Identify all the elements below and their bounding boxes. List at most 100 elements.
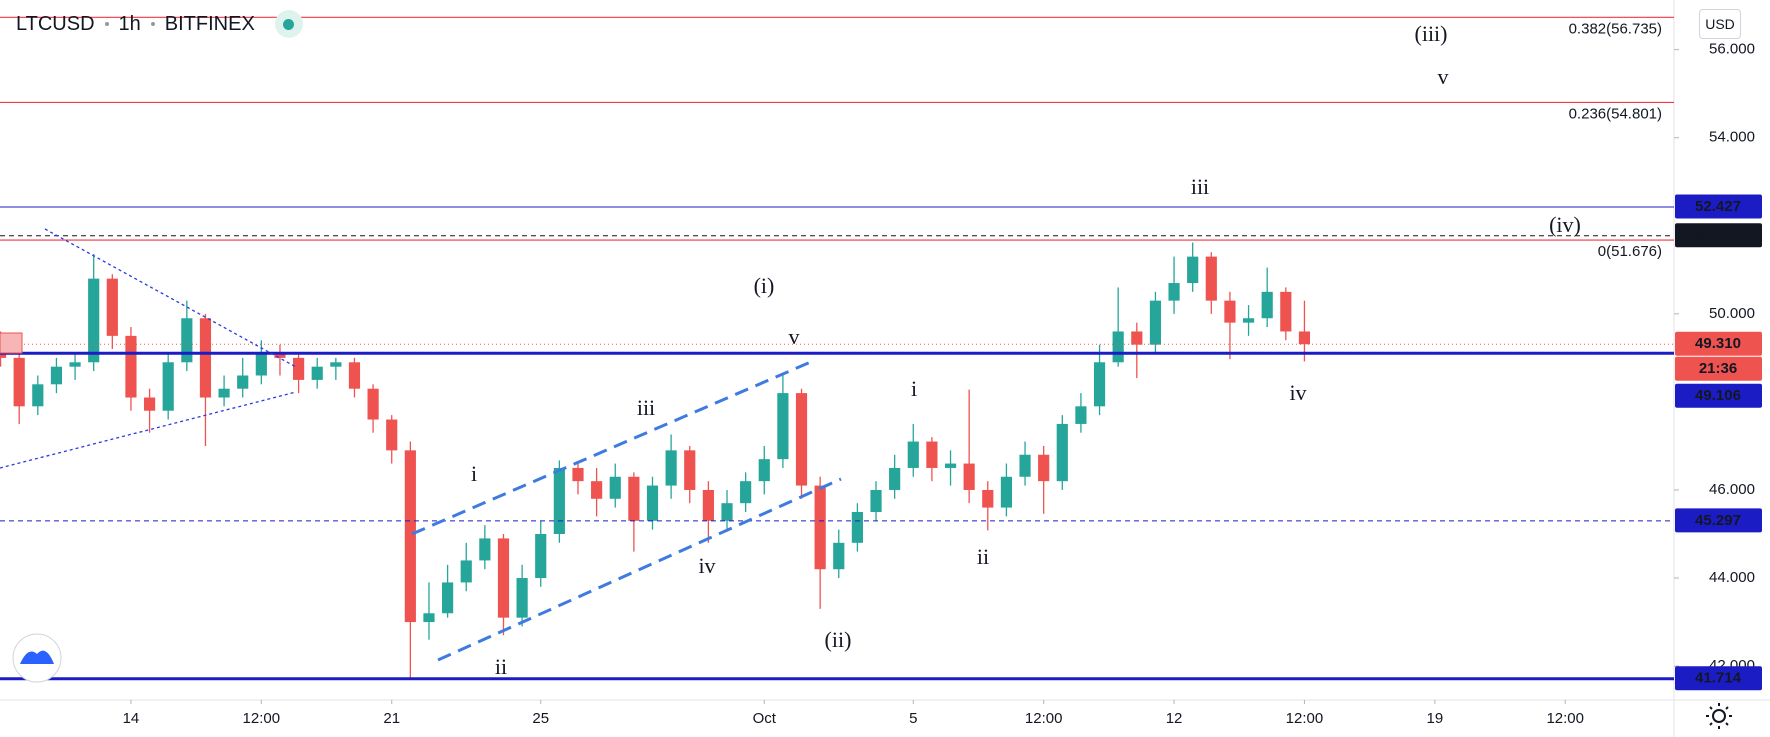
candle-body: [423, 613, 435, 623]
price-tag: [1675, 383, 1762, 408]
x-tick-label: 21: [383, 710, 400, 727]
candle-body: [795, 393, 808, 486]
channel-upper: [411, 359, 814, 536]
candle-body: [628, 476, 640, 521]
candle-body: [572, 467, 584, 482]
wave-label: ii: [977, 544, 989, 569]
candle-body: [311, 366, 323, 380]
y-tick-label: 44.000: [1709, 569, 1755, 586]
candle-body: [702, 489, 714, 521]
wave-labels: (iii) v iii (iv) (i) v i iii iv i iv ii …: [471, 21, 1581, 679]
candle-body: [1149, 300, 1162, 345]
candle-body: [13, 357, 25, 407]
settings-button[interactable]: [1706, 703, 1732, 729]
interval[interactable]: 1h: [118, 12, 141, 35]
wave-label: ii: [495, 654, 507, 679]
wave-label: i: [471, 461, 477, 486]
price-tag-label: 49.310: [1695, 335, 1741, 352]
candle-body: [1131, 331, 1143, 345]
currency-button[interactable]: USD: [1699, 9, 1741, 39]
x-tick-label: 12:00: [1025, 710, 1063, 727]
candle-body: [851, 511, 863, 543]
x-tick-label: 19: [1426, 710, 1443, 727]
candle-body: [88, 278, 100, 363]
triangle-lower: [0, 391, 297, 469]
separator: [150, 22, 155, 26]
triangle-upper: [44, 228, 297, 368]
candle-body: [497, 538, 510, 618]
candle-body: [907, 441, 919, 468]
candle-body: [553, 467, 565, 535]
price-tag-label: 41.714: [1695, 670, 1742, 687]
logo-button[interactable]: [12, 633, 62, 683]
gear-teeth: [1706, 703, 1732, 729]
candle-body: [1056, 423, 1068, 482]
x-tick-label: 14: [123, 710, 140, 727]
gear-icon[interactable]: [1712, 709, 1726, 723]
x-tick-label: 5: [909, 710, 917, 727]
y-tick-label: 56.000: [1709, 41, 1755, 58]
candle-body: [479, 538, 491, 561]
candle-body: [1224, 300, 1236, 323]
candle-body: [386, 419, 398, 451]
price-tag: [1675, 508, 1762, 533]
x-tick-label: 12: [1166, 710, 1183, 727]
price-tag-label: 45.297: [1695, 512, 1741, 529]
candle-body: [330, 362, 342, 367]
candle-body: [181, 318, 193, 363]
symbol: LTCUSD: [16, 12, 95, 35]
price-tag-label: 49.106: [1695, 387, 1741, 404]
candle-body: [404, 450, 416, 623]
candle-body: [926, 441, 938, 468]
candle-body: [460, 560, 472, 583]
candle-body: [32, 384, 44, 407]
candle-body: [69, 362, 81, 367]
x-tick-label: Oct: [753, 710, 777, 727]
price-tag: [1675, 356, 1762, 381]
y-tick-label: 46.000: [1709, 481, 1755, 498]
candle-body: [1038, 454, 1050, 482]
candle-body: [944, 463, 957, 468]
candle-body: [591, 481, 603, 499]
candle-body: [1205, 256, 1217, 301]
symbol-header: LTCUSD 1h BITFINEX: [16, 10, 303, 38]
candle-body: [963, 463, 975, 490]
candle-body: [889, 467, 901, 490]
candle-body: [516, 578, 528, 618]
candle-body: [535, 534, 547, 579]
candle-body: [777, 393, 789, 460]
candle-body: [665, 450, 677, 486]
candle-body: [609, 476, 621, 499]
candle-body: [143, 397, 156, 411]
candle-body: [237, 375, 249, 389]
candle-body: [1019, 454, 1031, 477]
candle-body: [814, 485, 826, 570]
candle-body: [1000, 476, 1012, 508]
price-tag: [1675, 666, 1762, 691]
candle-body: [442, 582, 454, 614]
x-tick-label: 12:00: [1286, 710, 1324, 727]
candle-body: [1112, 331, 1124, 363]
y-tick-label: 54.000: [1709, 129, 1755, 146]
price-tag-label: 51.774: [1695, 227, 1742, 244]
candle-body: [293, 357, 305, 380]
candle-body: [106, 278, 118, 336]
wave-label: iii: [637, 395, 655, 420]
price-tag: [1675, 331, 1762, 356]
candle-body: [367, 388, 379, 420]
y-tick-label: 50.000: [1709, 305, 1755, 322]
line-marker: [0, 332, 23, 354]
wave-label: iv: [698, 553, 715, 578]
x-tick-label: 12:00: [243, 710, 281, 727]
candle-body: [50, 366, 63, 385]
wave-label: v: [1438, 64, 1449, 89]
drawings: [0, 228, 842, 662]
candle-body: [721, 503, 733, 521]
candle-body: [1242, 318, 1255, 323]
candle-body: [1280, 291, 1292, 332]
market-status: [274, 10, 303, 38]
candle-body: [1261, 291, 1273, 319]
